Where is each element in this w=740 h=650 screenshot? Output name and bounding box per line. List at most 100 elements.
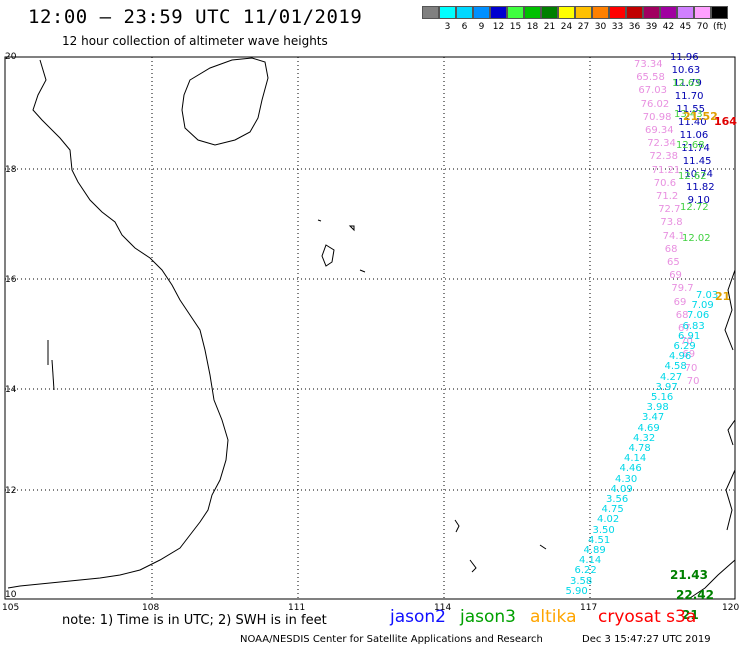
scale-label: 33 <box>611 22 624 32</box>
wave-height-value: 10.74 <box>684 169 714 180</box>
wave-height-value: 4.69 <box>637 422 660 434</box>
wave-height-value: 12.72 <box>680 202 709 213</box>
wave-height-value: 9.10 <box>687 195 710 206</box>
wave-height-value: 70.98 <box>642 111 672 123</box>
wave-height-value: 4.02 <box>597 514 620 526</box>
scale-label: 21 <box>543 22 556 32</box>
wave-height-value: 4.58 <box>664 361 687 373</box>
longitude-label: 111 <box>288 603 306 613</box>
scale-label: 12 <box>492 22 505 32</box>
wave-height-value: 12.02 <box>682 233 711 244</box>
wave-height-value: 4.51 <box>588 534 611 546</box>
scale-swatch <box>507 6 524 19</box>
wave-height-value: 11.74 <box>681 143 710 154</box>
wave-height-value: 3.47 <box>642 412 665 424</box>
wave-height-value: 73.34 <box>634 59 663 70</box>
wave-height-value: 3.56 <box>606 494 629 505</box>
graticule <box>5 57 735 599</box>
wave-height-value: 10.63 <box>671 65 701 76</box>
satellite-name: altika <box>530 607 577 627</box>
wave-height-value: 4.27 <box>660 371 683 383</box>
wave-height-value: 5.16 <box>651 392 674 403</box>
wave-height-value: 4.89 <box>583 545 606 556</box>
longitude-label: 117 <box>580 603 598 613</box>
scale-label: 3 <box>444 22 451 32</box>
scale-swatch <box>677 6 694 19</box>
wave-height-value: 4.09 <box>610 483 633 495</box>
wave-height-value: 11.96 <box>670 52 699 63</box>
scale-swatch <box>609 6 626 19</box>
wave-height-value: 70.6 <box>653 177 677 189</box>
wave-height-value: 79.7 <box>671 283 694 295</box>
coastline-vietnam <box>7 59 229 589</box>
wave-height-value: 3.98 <box>646 402 669 414</box>
wave-height-value: 4.14 <box>579 555 602 567</box>
wave-height-value: 67 <box>678 323 691 334</box>
scale-label: 18 <box>526 22 539 32</box>
wave-height-value: 69.34 <box>645 125 674 136</box>
color-scale <box>422 6 728 19</box>
wave-height-value: 7.09 <box>691 300 714 312</box>
longitude-label: 108 <box>142 603 160 613</box>
wave-height-value: 11.70 <box>674 91 704 102</box>
scale-swatch <box>439 6 456 19</box>
wave-height-value: 3.97 <box>655 381 678 393</box>
wave-height-value: 6.83 <box>682 320 705 332</box>
wave-height-value: 69 <box>669 270 682 282</box>
wave-height-value: 13.43 <box>674 109 703 120</box>
wave-height-value: 70 <box>686 375 700 387</box>
satellite-name: jason3 <box>460 607 516 627</box>
scale-label: 36 <box>628 22 641 32</box>
wave-height-value: 73.8 <box>660 217 683 229</box>
wave-height-value: 4.30 <box>615 473 638 485</box>
longitude-label: 114 <box>434 603 452 613</box>
scale-label: 27 <box>577 22 590 32</box>
scale-swatch <box>541 6 558 19</box>
wave-height-value: 6.29 <box>673 341 696 352</box>
scale-swatch <box>575 6 592 19</box>
satellite-name: jason2 <box>390 607 446 627</box>
latitude-label: 18 <box>5 165 17 175</box>
wave-height-value: 4.96 <box>669 351 692 363</box>
wave-height-value: 65 <box>667 257 680 268</box>
latitude-label: 20 <box>5 52 17 62</box>
wave-height-value: 22.42 <box>676 588 714 602</box>
wave-height-value: 21.52 <box>683 110 718 123</box>
wave-height-value: 12.62 <box>678 171 707 182</box>
wave-height-value: 11.79 <box>673 78 702 89</box>
wave-height-value: 69 <box>682 349 696 361</box>
wave-height-value: 71.2 <box>656 191 679 202</box>
wave-height-value: 11.55 <box>676 104 706 115</box>
wave-height-value: 70 <box>684 362 698 374</box>
wave-height-value: 164 <box>714 115 737 128</box>
wave-height-value: 69 <box>673 296 687 308</box>
scale-label: 9 <box>478 22 485 32</box>
wave-height-value: 65.58 <box>636 72 665 84</box>
scale-swatch <box>626 6 643 19</box>
wave-height-value: 72.34 <box>647 138 676 150</box>
longitude-label: 105 <box>2 603 20 613</box>
wave-height-value: 74.1 <box>662 230 685 242</box>
map-frame <box>4 56 736 600</box>
wave-height-value: 21 <box>682 608 699 622</box>
scale-swatch <box>643 6 660 19</box>
scale-swatch <box>660 6 677 19</box>
wave-height-value: 21 <box>715 290 731 303</box>
satellite-name: cryosat s3a <box>598 607 697 627</box>
wave-height-value: 7.03 <box>696 290 719 301</box>
wave-height-value: 72.7 <box>658 204 681 216</box>
wave-height-value: 4.75 <box>601 504 624 516</box>
wave-height-value: 68 <box>675 309 689 321</box>
scale-swatch <box>694 6 711 19</box>
scale-unit: (ft) <box>713 22 727 32</box>
wave-height-value: 70 <box>680 336 693 348</box>
wave-height-value: 67.03 <box>638 85 668 97</box>
scale-swatch <box>456 6 473 19</box>
scale-swatch <box>490 6 507 19</box>
latitude-label: 14 <box>5 385 17 395</box>
wave-height-value: 68 <box>664 243 678 255</box>
wave-height-value: 4.14 <box>624 453 647 465</box>
wave-height-value: 76.02 <box>640 98 670 110</box>
wave-height-value: 7.06 <box>687 310 710 322</box>
